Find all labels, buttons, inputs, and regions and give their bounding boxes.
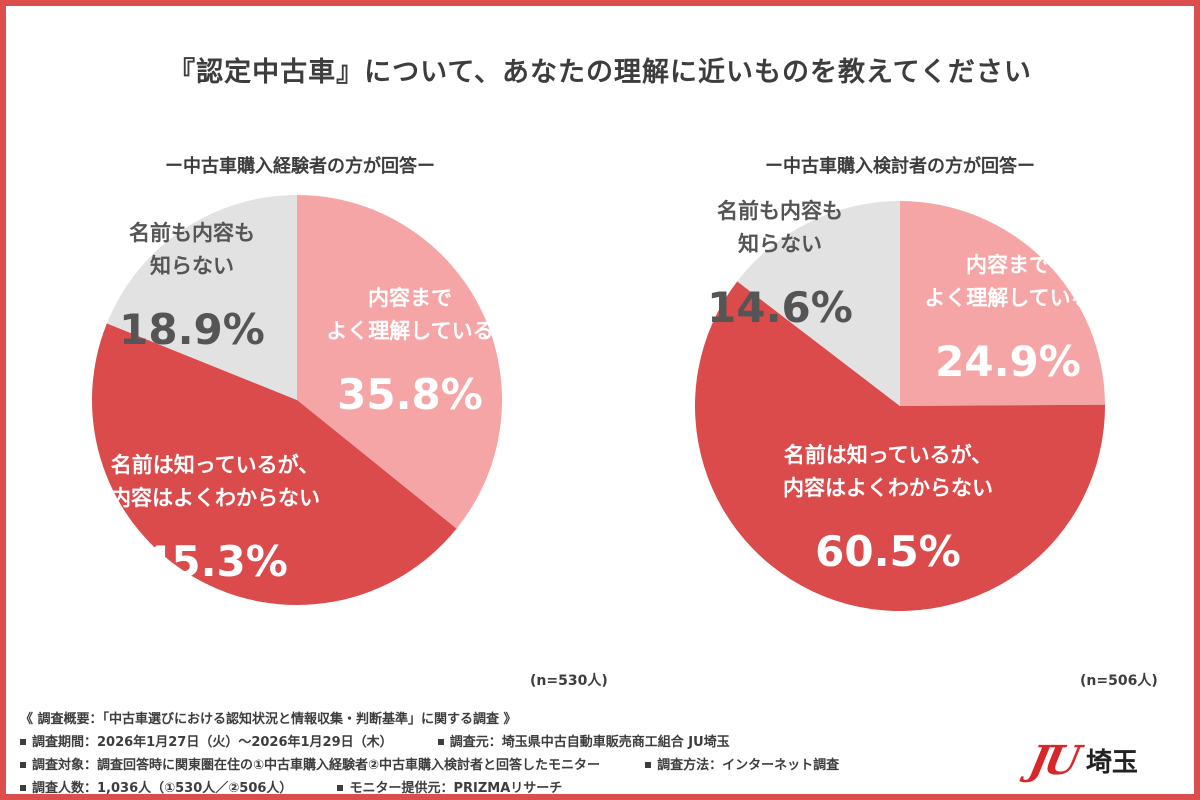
- footer-target: 調査対象：調査回答時に関東圏在住の①中古車購入経験者②中古車購入検討者と回答した…: [32, 758, 601, 773]
- pie2-value-3: 14.6%: [707, 283, 853, 332]
- pie2-label-1-line-1: 内容まで: [966, 253, 1050, 277]
- pie1-label-3-line-1: 名前も内容も: [129, 221, 255, 245]
- pie2-value-2: 60.5%: [815, 527, 961, 576]
- pie1-label-2-line-1: 名前は知っているが、: [111, 453, 320, 477]
- footer-heading: 《 調査概要：「中古車選びにおける認知状況と情報収集・判断基準」に関する調査 》: [20, 712, 517, 727]
- pie2-label-3-line-2: 知らない: [738, 232, 822, 256]
- bullet-square: [645, 761, 652, 768]
- right-pie-subtitle: ー中古車購入検討者の方が回答ー: [765, 156, 1035, 177]
- bullet-square: [20, 738, 26, 745]
- footer-period: 調査期間：2026年1月27日（火）〜2026年1月29日（木）: [32, 735, 393, 750]
- ju-saitama-logo: JU 埼玉: [1025, 737, 1138, 784]
- pie1-label-1-line-2: よく理解している: [326, 319, 493, 343]
- pie1-value-2: 45.3%: [142, 537, 288, 586]
- pie1-value-3: 18.9%: [119, 305, 265, 354]
- pie1-slice-3: [106, 195, 297, 400]
- right-sample-size: (n=506人): [1080, 673, 1158, 689]
- pie2-label-2-line-1: 名前は知っているが、: [784, 443, 993, 467]
- pie1-label-1-line-1: 内容まで: [368, 286, 452, 310]
- footer-provider: モニター提供元：PRIZMAリサーチ: [349, 781, 563, 796]
- left-pie-subtitle: ー中古車購入経験者の方が回答ー: [165, 156, 435, 177]
- footer-source: 調査元：埼玉県中古自動車販売商工組合 JU埼玉: [449, 735, 730, 750]
- left-sample-size: (n=530人): [530, 673, 608, 689]
- pie2-slice-1: [900, 201, 1105, 406]
- pie2-label-3-line-1: 名前も内容も: [717, 199, 843, 223]
- bullet-square: [20, 784, 26, 791]
- pie1-slice-1: [297, 195, 502, 529]
- footer-count: 調査人数：1,036人（①530人／②506人）: [32, 781, 293, 796]
- pie1-label-3-line-2: 知らない: [150, 254, 234, 278]
- chart-title: 『認定中古車』について、あなたの理解に近いものを教えてください: [168, 57, 1032, 88]
- bullet-square: [337, 784, 344, 791]
- pie2-slice-2: [695, 281, 1105, 611]
- pie2-slice-3: [737, 201, 900, 406]
- pie2-label-1-line-2: よく理解している: [924, 286, 1091, 310]
- pie1-slice-2: [92, 323, 457, 605]
- pie2-label-2-line-2: 内容はよくわからない: [783, 476, 993, 500]
- bullet-square: [20, 761, 26, 768]
- pie1-label-2-line-2: 内容はよくわからない: [110, 486, 320, 510]
- pie2-value-1: 24.9%: [935, 337, 1081, 386]
- logo-mark: JU: [1025, 736, 1081, 784]
- pie2-label-2: 名前は知っているが、内容はよくわからない 60.5%: [783, 443, 993, 576]
- logo-text: 埼玉: [1085, 747, 1138, 778]
- pie1-value-1: 35.8%: [337, 370, 483, 419]
- bullet-square: [437, 738, 444, 745]
- survey-footer: 《 調査概要：「中古車選びにおける認知状況と情報収集・判断基準」に関する調査 》…: [20, 708, 1020, 800]
- footer-method: 調査方法：インターネット調査: [657, 758, 840, 773]
- pie1-label-2: 名前は知っているが、内容はよくわからない 45.3%: [110, 453, 320, 586]
